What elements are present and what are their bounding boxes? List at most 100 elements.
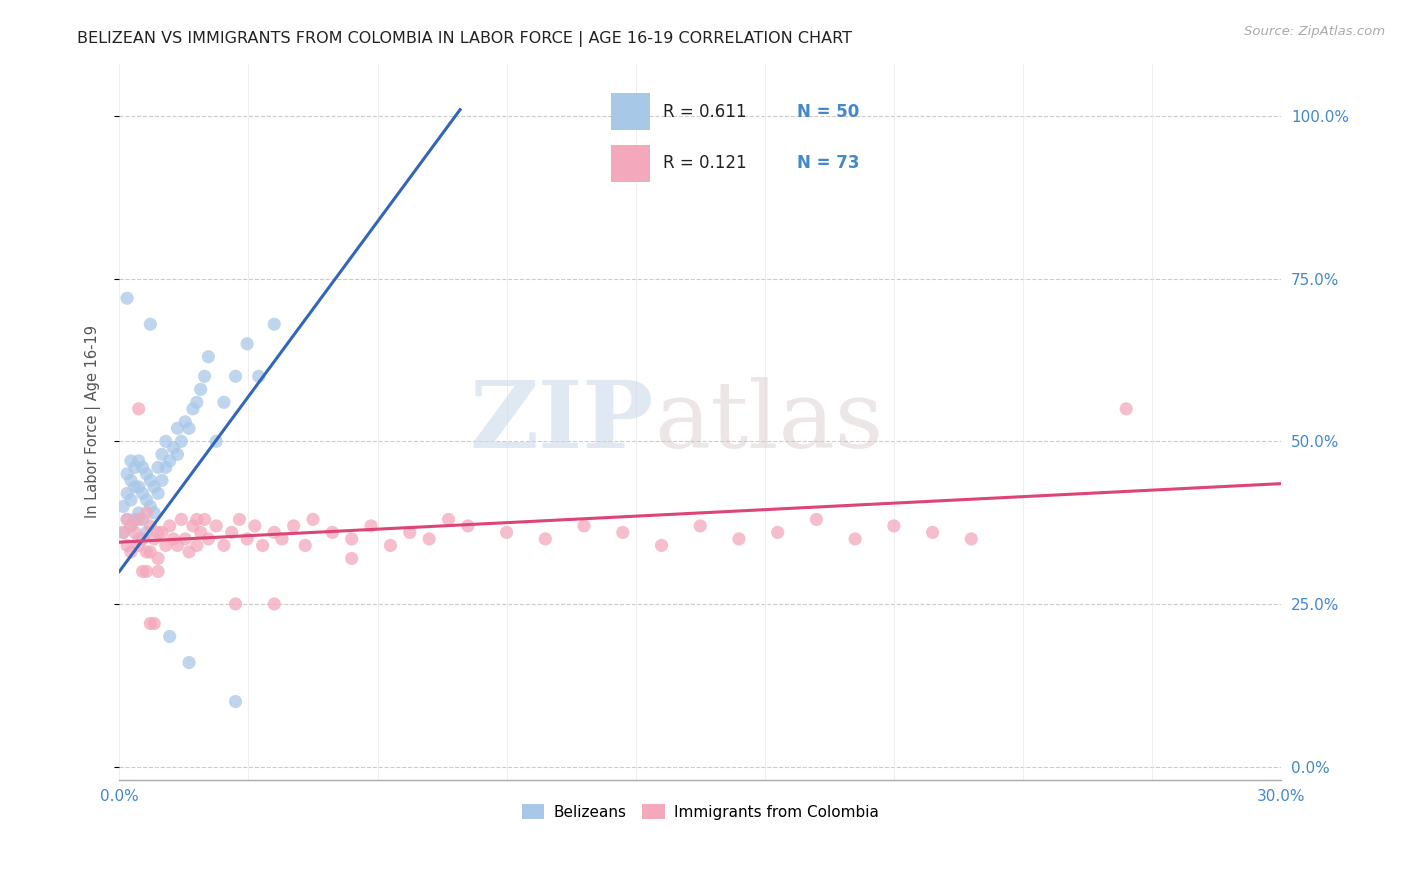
Point (181, 519, 204, 533)
Point (120, 492, 142, 507)
Point (131, 565, 153, 579)
Point (243, 519, 266, 533)
Point (128, 512, 150, 526)
Point (186, 395, 208, 409)
Point (689, 519, 711, 533)
Point (128, 401, 150, 416)
Point (162, 441, 184, 455)
Point (181, 401, 204, 416)
Point (197, 350, 219, 364)
Point (883, 519, 905, 533)
Point (418, 532, 440, 546)
Y-axis label: In Labor Force | Age 16-19: In Labor Force | Age 16-19 (86, 326, 101, 518)
Point (128, 538, 150, 552)
Point (271, 532, 294, 546)
Point (150, 525, 173, 540)
Point (128, 532, 150, 546)
Point (263, 525, 285, 540)
Point (193, 512, 215, 526)
Point (170, 512, 193, 526)
Point (302, 512, 325, 526)
Point (131, 460, 153, 475)
Point (166, 538, 188, 552)
Point (650, 538, 672, 552)
Point (177, 421, 200, 435)
Point (159, 630, 181, 644)
Point (139, 616, 162, 631)
Point (263, 318, 285, 332)
Text: Source: ZipAtlas.com: Source: ZipAtlas.com (1244, 25, 1385, 38)
Point (135, 525, 157, 540)
Point (197, 532, 219, 546)
Point (193, 369, 215, 384)
Point (143, 616, 166, 631)
Point (115, 538, 138, 552)
Point (177, 545, 200, 559)
Point (728, 532, 751, 546)
Text: atlas: atlas (654, 376, 883, 467)
Point (124, 480, 146, 494)
Point (572, 519, 595, 533)
Point (155, 460, 177, 475)
Point (146, 486, 169, 500)
Point (120, 519, 142, 533)
Point (131, 486, 153, 500)
Point (120, 519, 142, 533)
Point (139, 500, 162, 514)
Point (170, 434, 193, 449)
Point (112, 525, 135, 540)
Point (120, 454, 142, 468)
Point (139, 545, 162, 559)
Text: BELIZEAN VS IMMIGRANTS FROM COLOMBIA IN LABOR FORCE | AGE 16-19 CORRELATION CHAR: BELIZEAN VS IMMIGRANTS FROM COLOMBIA IN … (77, 31, 852, 47)
Point (212, 538, 235, 552)
Point (139, 474, 162, 488)
Point (124, 525, 146, 540)
Point (457, 519, 479, 533)
Point (146, 460, 169, 475)
Point (174, 532, 197, 546)
Point (321, 525, 343, 540)
Point (143, 506, 166, 520)
Point (844, 532, 866, 546)
Point (340, 551, 363, 566)
Point (135, 467, 157, 481)
Point (139, 318, 162, 332)
Legend: Belizeans, Immigrants from Colombia: Belizeans, Immigrants from Colombia (516, 797, 884, 826)
Point (186, 538, 208, 552)
Point (162, 532, 184, 546)
Point (135, 506, 157, 520)
Point (120, 474, 142, 488)
Point (205, 519, 228, 533)
Point (150, 447, 173, 461)
Point (340, 532, 363, 546)
Point (221, 525, 243, 540)
Point (205, 434, 228, 449)
Point (128, 506, 150, 520)
Point (1115, 401, 1137, 416)
Point (115, 467, 138, 481)
Point (146, 525, 169, 540)
Point (283, 519, 305, 533)
Point (146, 551, 169, 566)
Point (155, 434, 177, 449)
Text: ZIP: ZIP (470, 376, 654, 467)
Point (131, 532, 153, 546)
Point (398, 525, 420, 540)
Point (150, 474, 173, 488)
Point (146, 565, 169, 579)
Point (806, 512, 828, 526)
Point (124, 512, 146, 526)
Point (380, 538, 402, 552)
Point (766, 525, 789, 540)
Point (159, 519, 181, 533)
Point (128, 454, 150, 468)
Point (437, 512, 460, 526)
Point (174, 415, 197, 429)
Point (534, 532, 557, 546)
Point (159, 454, 181, 468)
Point (225, 369, 247, 384)
Point (166, 447, 188, 461)
Point (155, 538, 177, 552)
Point (135, 492, 157, 507)
Point (143, 532, 166, 546)
